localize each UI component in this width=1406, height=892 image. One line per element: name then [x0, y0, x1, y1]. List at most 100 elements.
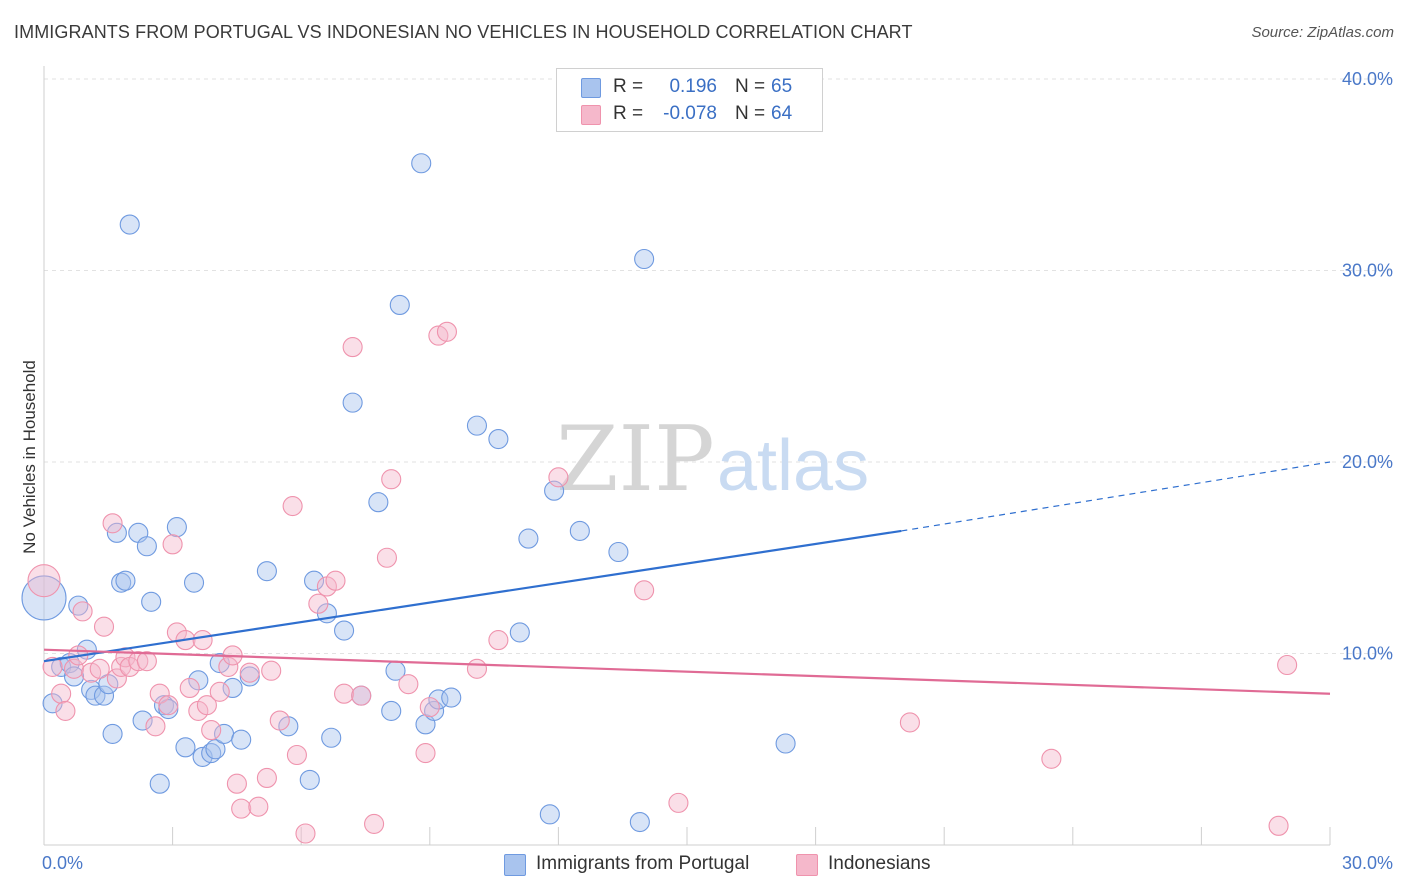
indonesians-point — [286, 744, 307, 766]
portugal-point — [518, 528, 539, 549]
indonesians-point — [231, 798, 252, 819]
portugal-point — [509, 622, 530, 643]
r-value: -0.078 — [663, 103, 717, 124]
indonesians-point — [1277, 654, 1298, 676]
indonesians-point — [149, 683, 170, 704]
indonesians-point — [488, 630, 509, 651]
indonesians-swatch — [581, 105, 601, 125]
indonesians-point — [466, 658, 488, 679]
indonesians-point — [218, 656, 239, 677]
portugal-point — [222, 677, 243, 699]
indonesians-point — [239, 662, 260, 683]
portugal-point — [256, 561, 277, 582]
n-value: 65 — [771, 76, 793, 97]
indonesians-point — [1041, 748, 1062, 769]
y-tick-labels: 10.0% 20.0% 30.0% 40.0% — [1342, 69, 1393, 664]
trend-lines — [43, 461, 1331, 695]
portugal-point — [175, 737, 196, 758]
portugal-point — [136, 536, 157, 557]
n-label: N = — [735, 103, 766, 124]
indonesians-point — [364, 813, 385, 834]
chart-title: IMMIGRANTS FROM PORTUGAL VS INDONESIAN N… — [14, 22, 913, 42]
indonesians-point — [179, 677, 200, 699]
watermark-zip: ZIP — [556, 407, 715, 512]
portugal-point — [21, 575, 67, 621]
indonesians-point — [548, 467, 569, 488]
n-label: N = — [735, 76, 766, 97]
portugal-point — [608, 541, 629, 563]
indonesians-point — [63, 658, 85, 679]
portugal-point — [441, 687, 462, 708]
portugal-point — [63, 666, 85, 687]
indonesians-point — [42, 656, 63, 677]
portugal-point — [166, 517, 187, 538]
indonesians-point — [325, 570, 346, 591]
data-points — [21, 153, 1298, 844]
portugal-point — [368, 492, 389, 513]
indonesians-point — [351, 685, 372, 706]
portugal-point — [466, 415, 488, 436]
legend-swatch-indonesians — [796, 854, 818, 876]
indonesians-point — [192, 630, 213, 651]
portugal-point — [141, 591, 162, 612]
indonesians-point — [334, 683, 355, 704]
indonesians-point — [269, 710, 290, 731]
portugal-point — [119, 214, 140, 235]
portugal-point — [106, 522, 127, 543]
indonesians-point — [136, 651, 157, 672]
legend-label: Indonesians — [828, 853, 931, 874]
indonesians-point — [436, 321, 457, 342]
portugal-point — [205, 739, 226, 760]
indonesians-point — [226, 773, 247, 794]
portugal-point — [634, 248, 655, 270]
x-tick-labels: 0.0% 30.0% — [42, 853, 1393, 873]
indonesians-point — [398, 674, 419, 695]
indonesians-point — [93, 616, 115, 637]
portugal-point — [93, 685, 115, 706]
indonesians-point — [158, 695, 179, 716]
y-tick-label: 30.0% — [1342, 261, 1393, 281]
portugal-point — [102, 723, 123, 744]
portugal-point — [629, 811, 650, 833]
y-tick-label: 40.0% — [1342, 69, 1393, 89]
indonesians-point — [899, 712, 920, 733]
portugal-point — [188, 670, 209, 691]
axes — [43, 66, 1331, 846]
portugal-point — [342, 392, 363, 413]
indonesians-point — [162, 534, 183, 555]
portugal-point — [569, 520, 590, 541]
x-tick-label-max: 30.0% — [1342, 853, 1393, 873]
indonesians-point — [55, 700, 76, 722]
indonesians-point — [634, 580, 655, 601]
n-value: 64 — [771, 103, 793, 124]
portugal-point — [132, 710, 153, 731]
indonesians-point — [201, 720, 222, 741]
indonesians-point — [668, 792, 689, 813]
indonesians-point — [145, 716, 166, 737]
legend-label: Immigrants from Portugal — [536, 853, 750, 874]
source-label: Source: ZipAtlas.com — [1251, 24, 1394, 41]
portugal-swatch — [581, 78, 601, 98]
portugal-trend-extension — [901, 461, 1331, 532]
indonesians-point — [196, 695, 217, 716]
legend: Immigrants from Portugal Indonesians — [0, 852, 1406, 878]
portugal-trend-line — [43, 529, 902, 663]
portugal-point — [299, 769, 320, 790]
portugal-point — [183, 572, 205, 593]
indonesians-point — [415, 743, 436, 764]
indonesians-point — [248, 796, 269, 817]
indonesians-point — [128, 651, 149, 672]
portugal-point — [428, 689, 449, 710]
indonesians-point — [209, 681, 230, 702]
indonesians-point — [27, 564, 61, 598]
legend-swatch-portugal — [504, 854, 526, 876]
portugal-point — [149, 773, 170, 794]
indonesians-point — [308, 593, 329, 614]
indonesians-point — [89, 658, 110, 679]
stats-row-indonesians: R = -0.078 N = 64 — [557, 100, 822, 128]
y-tick-label: 10.0% — [1342, 644, 1393, 664]
r-label: R = — [613, 103, 644, 124]
indonesians-point — [419, 697, 440, 718]
portugal-point — [334, 620, 355, 641]
x-tick-label-min: 0.0% — [42, 853, 83, 873]
